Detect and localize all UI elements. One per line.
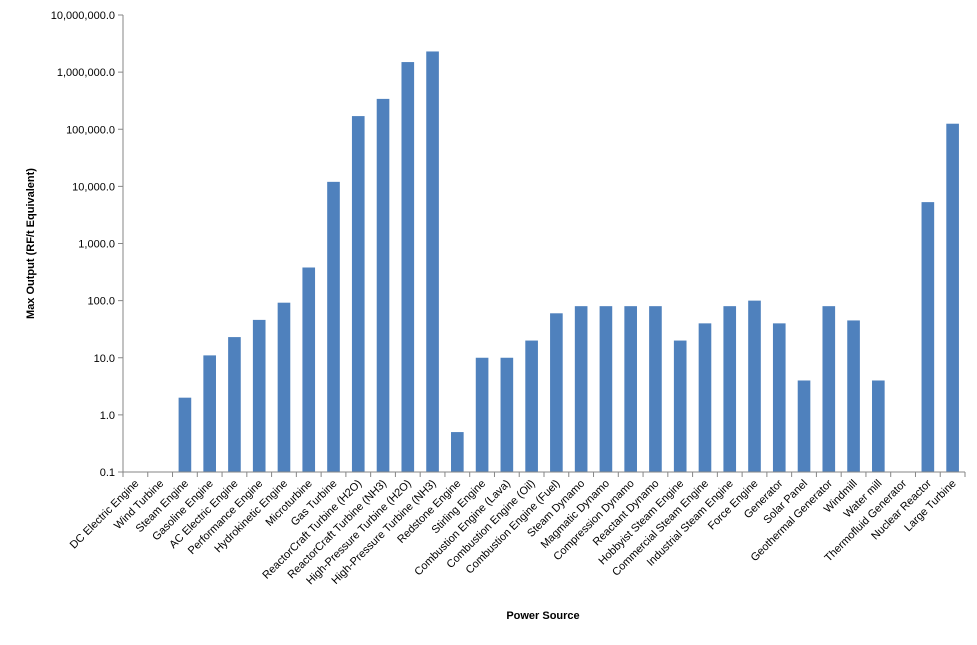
bar (649, 306, 662, 472)
y-tick-label: 1.0 (100, 410, 115, 422)
bar (872, 380, 885, 472)
bar (797, 380, 811, 472)
y-axis-title: Max Output (RF/t Equivalent) (25, 168, 37, 319)
bar (426, 51, 439, 472)
bar (500, 357, 514, 472)
bar (847, 320, 860, 472)
y-tick-label: 10,000.0 (72, 181, 115, 193)
bar (946, 123, 959, 472)
bar (327, 181, 340, 472)
bar (178, 397, 192, 472)
y-tick-label: 1,000,000.0 (57, 67, 115, 79)
bar (921, 202, 935, 473)
bar (228, 337, 241, 472)
bar (550, 313, 563, 472)
bar (525, 340, 538, 472)
bar (624, 306, 637, 472)
bar (723, 306, 737, 472)
y-tick-label: 1,000.0 (78, 239, 115, 251)
bar (822, 306, 836, 472)
bar (772, 323, 786, 472)
y-tick-label: 10,000,000.0 (51, 10, 115, 22)
bar (277, 302, 291, 472)
bar (599, 306, 613, 472)
bar (748, 300, 761, 472)
y-tick-label: 0.1 (100, 467, 115, 479)
bar (252, 319, 266, 472)
y-tick-label: 100,000.0 (66, 124, 115, 136)
bar (376, 98, 390, 472)
bars (178, 51, 959, 473)
y-tick-label: 100.0 (87, 296, 115, 308)
bar (673, 340, 687, 472)
bar (475, 357, 489, 472)
y-tick-label: 10.0 (94, 353, 115, 365)
x-axis-title: Power Source (506, 610, 579, 622)
bar (698, 323, 712, 472)
bar (451, 432, 464, 472)
bar (401, 62, 415, 472)
y-axis-ticks: 0.1 1.0 10.0 100.0 1,000.0 10,000.0 100,000.0 1… (51, 10, 123, 479)
bar (203, 355, 216, 472)
bar (574, 306, 588, 472)
bar (351, 116, 365, 472)
bar (302, 267, 316, 472)
